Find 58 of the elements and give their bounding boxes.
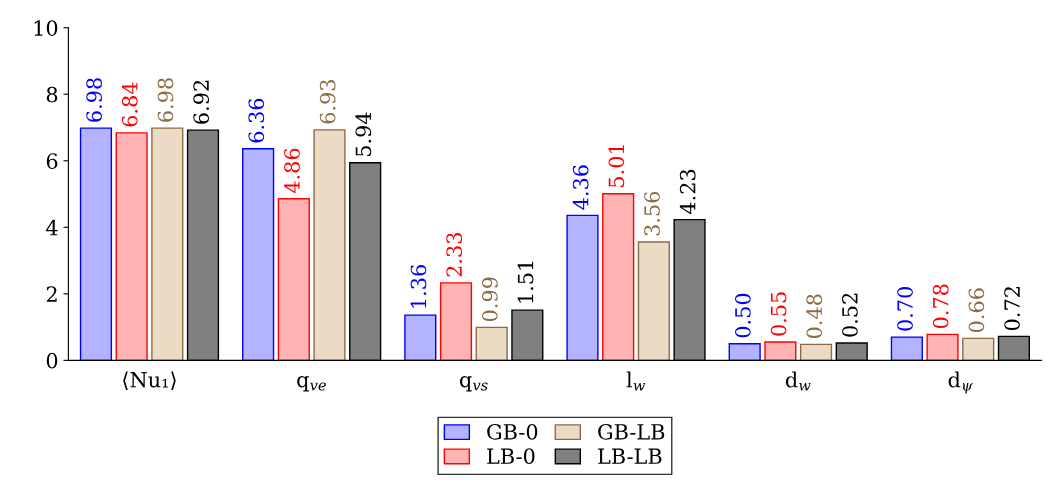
data-label: 4.36 (572, 165, 589, 210)
x-tick-label: q$_{vs}$ (459, 376, 488, 392)
bar (404, 314, 437, 361)
bar (728, 343, 761, 361)
data-label: 0.99 (481, 277, 498, 322)
y-tick-label: 8 (46, 86, 58, 103)
bar (79, 127, 113, 361)
data-label: 6.98 (157, 78, 174, 122)
bar (890, 336, 923, 361)
data-label: 0.52 (842, 293, 858, 337)
data-label: 0.78 (932, 284, 949, 329)
data-label: 6.36 (248, 98, 265, 143)
data-label: 5.94 (355, 112, 372, 157)
data-label: 6.93 (319, 80, 336, 124)
bar (475, 326, 508, 361)
bar (242, 148, 275, 361)
x-tick-label: ⟨Nu₁⟩ (123, 371, 176, 391)
y-tick-label: 2 (46, 286, 57, 302)
legend-label: LB-0 (487, 448, 535, 465)
legend-label: GB-0 (487, 423, 538, 440)
data-label: 0.48 (806, 294, 823, 339)
bar (962, 337, 995, 361)
data-label: 0.72 (1004, 287, 1020, 331)
bar (151, 127, 184, 361)
y-tick-label: 10 (34, 20, 58, 36)
data-label: 6.84 (121, 82, 138, 127)
data-label: 2.33 (446, 233, 463, 277)
y-tick-label: 0 (46, 352, 58, 369)
bar (637, 241, 670, 361)
data-label: 0.70 (897, 287, 913, 331)
data-label: 1.36 (410, 265, 427, 308)
data-label: 1.51 (517, 261, 534, 303)
x-tick-label: d$_{ψ}$ (948, 371, 973, 394)
data-label: 5.01 (608, 145, 625, 187)
bar (115, 132, 148, 361)
bar (764, 341, 797, 361)
bar (439, 282, 473, 361)
bar (799, 343, 833, 361)
bar (926, 333, 959, 361)
bar (313, 129, 346, 361)
data-label: 4.86 (284, 148, 300, 194)
x-tick-label: l$_{w}$ (626, 371, 646, 391)
legend-label: LB-LB (598, 448, 662, 464)
data-label: 0.50 (734, 293, 751, 338)
data-label: 0.55 (770, 292, 787, 336)
x-tick-label: q$_{ve}$ (297, 376, 326, 392)
data-label: 4.23 (679, 169, 696, 215)
bar (277, 198, 310, 361)
x-tick-label: d$_{w}$ (785, 371, 811, 391)
bar (566, 214, 599, 361)
data-label: 3.56 (644, 191, 660, 236)
y-tick-label: 6 (46, 153, 58, 169)
bar (602, 193, 635, 361)
data-label: 6.92 (193, 80, 210, 124)
data-label: 6.98 (86, 78, 102, 122)
legend-label: GB-LB (598, 423, 665, 440)
y-tick-label: 4 (46, 219, 58, 236)
data-label: 0.66 (968, 288, 985, 333)
